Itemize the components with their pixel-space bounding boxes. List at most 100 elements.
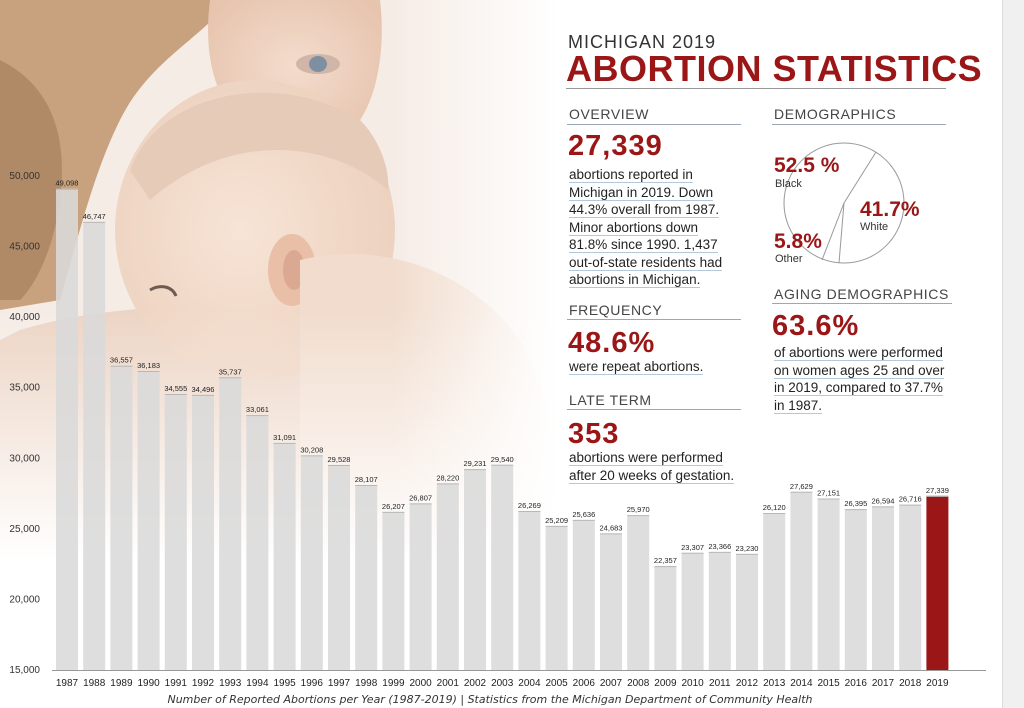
overview-heading: OVERVIEW: [569, 106, 650, 122]
bar-value-label: 26,120: [763, 503, 786, 512]
x-tick-label: 2002: [464, 678, 487, 689]
bar-1990: [137, 371, 160, 670]
bar-2014: [790, 491, 813, 670]
bar-1993: [219, 377, 242, 670]
aging-divider: [772, 303, 952, 304]
bar-value-label: 26,716: [899, 495, 922, 504]
x-tick-label: 2000: [409, 678, 432, 689]
bar-2013: [763, 513, 786, 670]
bar-value-label: 25,636: [572, 510, 595, 519]
x-tick-label: 2014: [790, 678, 813, 689]
text-line: were repeat abortions.: [569, 359, 704, 375]
black-percent: 52.5 %: [774, 154, 840, 177]
bar-value-label: 28,107: [355, 475, 378, 484]
x-tick-label: 1993: [219, 678, 242, 689]
x-tick-label: 1992: [192, 678, 215, 689]
text-line: abortions in Michigan.: [569, 272, 701, 288]
overview-divider: [567, 124, 741, 125]
x-tick-label: 2013: [763, 678, 786, 689]
x-tick-label: 2010: [681, 678, 704, 689]
black-label: Black: [775, 178, 802, 190]
bar-value-label: 23,366: [708, 542, 731, 551]
text-line: Michigan in 2019. Down: [569, 184, 714, 201]
x-tick-label: 2009: [654, 678, 677, 689]
x-tick-label: 1989: [110, 678, 133, 689]
x-tick-label: 1997: [328, 678, 351, 689]
overview-text: abortions reported in Michigan in 2019. D…: [569, 166, 723, 289]
bar-value-label: 29,231: [464, 459, 487, 468]
x-tick-label: 2004: [518, 678, 541, 689]
text-line: in 1987.: [774, 397, 823, 414]
y-tick-label: 50,000: [9, 171, 40, 182]
bar-value-label: 26,594: [872, 496, 895, 505]
bar-2018: [899, 504, 922, 670]
bar-value-label: 30,208: [300, 445, 323, 454]
bar-1989: [110, 365, 133, 670]
text-line: out-of-state residents had: [569, 254, 723, 271]
bar-value-label: 31,091: [273, 433, 296, 442]
x-tick-label: 2005: [545, 678, 568, 689]
bar-value-label: 25,970: [627, 505, 650, 514]
bar-value-label: 24,683: [600, 523, 623, 532]
demographics-divider: [772, 124, 946, 125]
x-tick-label: 1987: [56, 678, 79, 689]
bar-value-label: 34,496: [192, 385, 215, 394]
x-tick-label: 1998: [355, 678, 378, 689]
bar-value-label: 23,230: [736, 544, 759, 553]
chart-caption: Number of Reported Abortions per Year (1…: [167, 693, 813, 706]
late-term-heading: LATE TERM: [569, 392, 652, 408]
bar-1991: [164, 393, 187, 670]
bar-1988: [83, 221, 106, 671]
y-tick-label: 35,000: [9, 383, 40, 394]
x-tick-label: 2015: [817, 678, 840, 689]
text-line: of abortions were performed: [774, 345, 943, 361]
bar-value-label: 29,528: [328, 455, 351, 464]
bar-2017: [872, 506, 894, 670]
bar-value-label: 46,747: [83, 212, 106, 221]
aging-number: 63.6%: [772, 310, 860, 342]
bar-2007: [600, 533, 622, 670]
x-tick-label: 1994: [246, 678, 269, 689]
x-tick-label: 2019: [926, 678, 949, 689]
x-tick-label: 2018: [899, 678, 922, 689]
x-tick-label: 2006: [573, 678, 596, 689]
bar-value-label: 49,098: [56, 179, 79, 188]
x-tick-label: 2008: [627, 678, 650, 689]
bar-2003: [491, 464, 514, 670]
y-tick-label: 15,000: [9, 665, 40, 676]
bar-value-label: 28,220: [436, 473, 459, 482]
title-divider: [566, 88, 946, 89]
y-tick-label: 25,000: [9, 524, 40, 535]
bar-2006: [572, 519, 595, 670]
bar-value-label: 26,269: [518, 501, 541, 510]
bar-value-label: 33,061: [246, 405, 269, 414]
x-tick-label: 1995: [273, 678, 296, 689]
x-tick-label: 2003: [491, 678, 514, 689]
frequency-divider: [567, 319, 741, 320]
bar-value-label: 36,183: [137, 361, 160, 370]
bar-value-label: 23,307: [681, 543, 704, 552]
bar-value-label: 26,395: [844, 499, 867, 508]
y-tick-label: 30,000: [9, 453, 40, 464]
aging-text: of abortions were performed on women ages…: [774, 344, 945, 414]
bar-2009: [654, 566, 677, 670]
x-tick-label: 1988: [83, 678, 106, 689]
page-edge: [1002, 0, 1024, 708]
bar-value-label: 35,737: [219, 367, 242, 376]
frequency-text: were repeat abortions.: [569, 358, 704, 376]
y-tick-label: 45,000: [9, 242, 40, 253]
text-line: 81.8% since 1990. 1,437: [569, 237, 718, 253]
x-tick-label: 1999: [382, 678, 405, 689]
x-tick-label: 1991: [165, 678, 188, 689]
x-tick-label: 1996: [301, 678, 324, 689]
x-tick-label: 1990: [137, 678, 160, 689]
text-line: 44.3% overall from 1987.: [569, 202, 720, 218]
other-label: Other: [775, 253, 803, 265]
x-tick-label: 2011: [709, 678, 731, 689]
text-line: Minor abortions down: [569, 219, 699, 236]
text-line: after 20 weeks of gestation.: [569, 467, 735, 484]
bar-2019: [926, 495, 949, 670]
bar-value-label: 26,207: [382, 502, 405, 511]
bar-2002: [464, 469, 486, 670]
late-term-text: abortions were performed after 20 weeks o…: [569, 449, 735, 484]
